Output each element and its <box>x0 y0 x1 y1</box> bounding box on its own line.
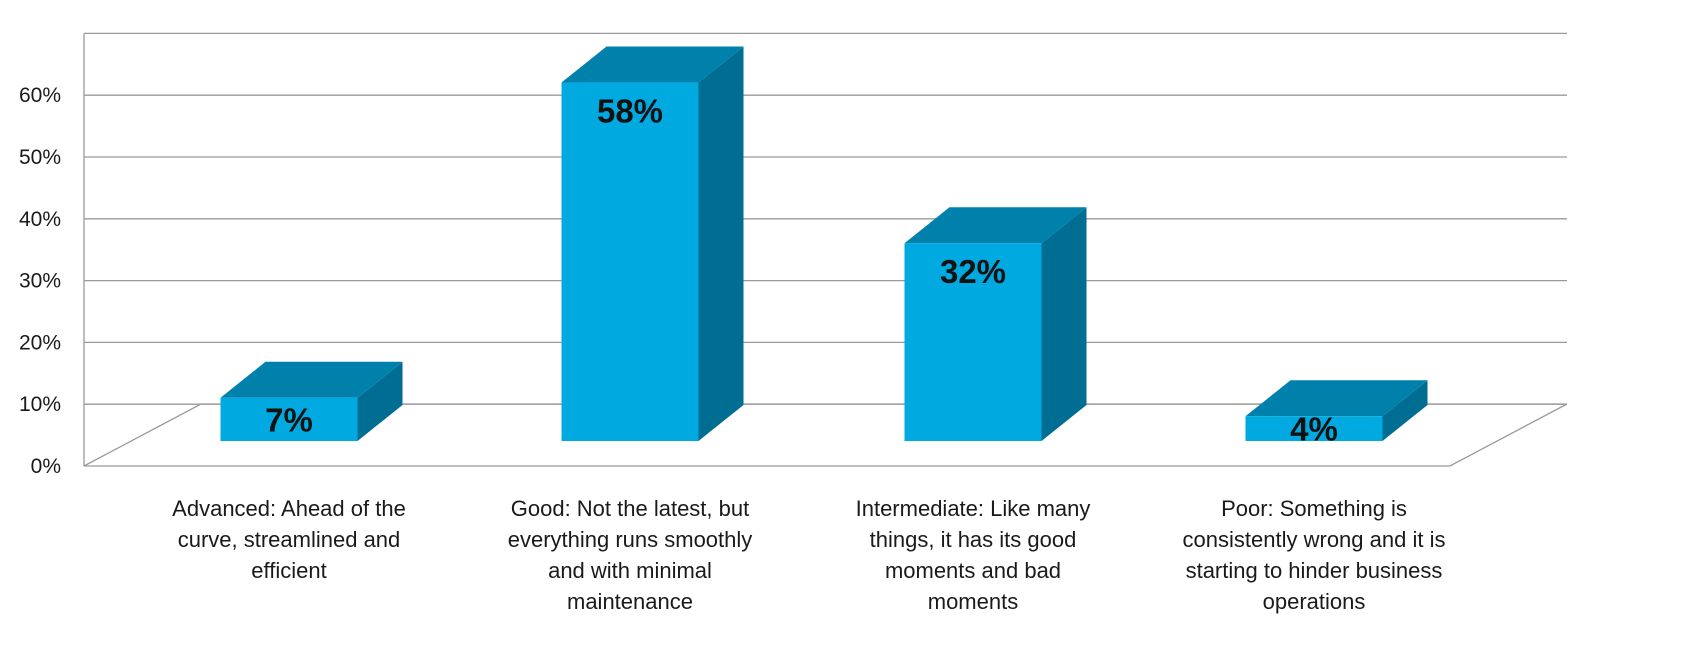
y-tick-label: 30% <box>19 270 61 293</box>
data-label: 32% <box>940 253 1006 290</box>
category-label: Intermediate: Like many things, it has it… <box>856 496 1091 614</box>
y-tick-label: 10% <box>19 393 61 416</box>
bar-front <box>561 82 699 441</box>
y-tick-label: 40% <box>19 208 61 231</box>
gridlines <box>83 32 1568 467</box>
bar <box>1245 380 1428 441</box>
category-label: Advanced: Ahead of the curve, streamlined… <box>172 496 406 583</box>
bar-front <box>1245 416 1383 441</box>
bar-side <box>1382 380 1428 441</box>
data-label: 7% <box>265 401 313 438</box>
bar-front <box>904 243 1042 441</box>
bar-top <box>220 361 403 398</box>
category-label: Poor: Something is consistently wrong and… <box>1183 496 1446 614</box>
floor <box>83 403 1568 467</box>
bar <box>904 207 1087 441</box>
y-tick-label: 20% <box>19 331 61 354</box>
data-labels: 7% 58% 32% 4% <box>265 93 1338 448</box>
bar-side <box>698 46 744 442</box>
category-label: Good: Not the latest, but everything runs… <box>508 496 753 614</box>
y-tick-label: 60% <box>19 84 61 107</box>
bar-top <box>904 207 1087 244</box>
x-axis-categories: Advanced: Ahead of the curve, streamlined… <box>172 496 1445 614</box>
y-tick-label: 0% <box>31 455 61 478</box>
bar-side <box>357 361 403 441</box>
data-label: 58% <box>597 93 663 130</box>
data-label: 4% <box>1290 411 1338 448</box>
bar-side <box>1041 207 1087 441</box>
bar <box>561 46 744 442</box>
bar-top <box>561 46 744 83</box>
y-axis-ticks: 0% 10% 20% 30% 40% 50% 60% <box>19 84 61 478</box>
bar-front <box>220 397 358 441</box>
bar-top <box>1245 380 1428 417</box>
bars <box>220 46 1428 442</box>
bar <box>220 361 403 441</box>
y-tick-label: 50% <box>19 146 61 169</box>
